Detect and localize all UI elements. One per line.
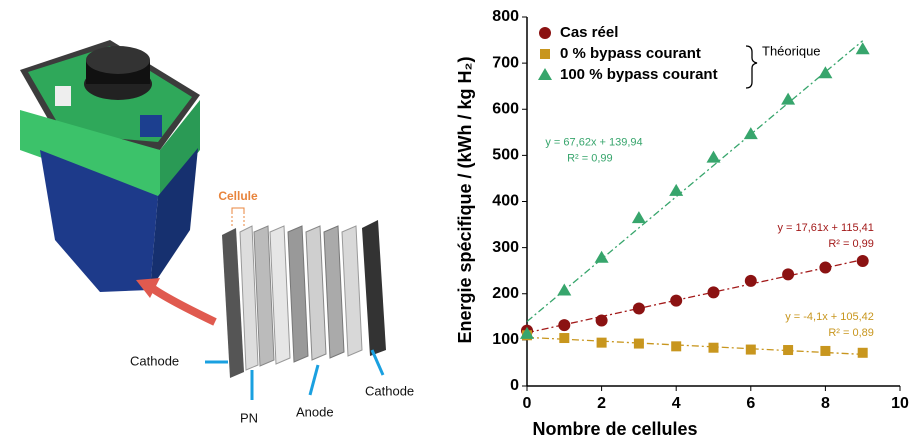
x-tick-label: 0 xyxy=(523,395,532,412)
fit-equation: y = 67,62x + 139,94 xyxy=(545,137,642,149)
point xyxy=(559,333,570,344)
fit-r2: R² = 0,89 xyxy=(828,327,874,339)
y-tick-label: 800 xyxy=(492,8,519,25)
point xyxy=(743,127,758,140)
point xyxy=(520,326,534,339)
y-tick-label: 500 xyxy=(492,147,519,164)
y-tick-label: 0 xyxy=(510,377,519,394)
device-illustration xyxy=(20,40,217,326)
x-tick-label: 8 xyxy=(821,395,830,412)
x-tick-label: 2 xyxy=(597,395,606,412)
point xyxy=(708,342,719,353)
x-tick-label: 6 xyxy=(746,395,755,412)
legend-label: 0 % bypass courant xyxy=(560,45,701,62)
fit-equation: y = -4,1x + 105,42 xyxy=(785,311,874,323)
legend-marker xyxy=(538,68,552,80)
legend-marker xyxy=(540,49,550,59)
y-tick-label: 300 xyxy=(492,239,519,256)
y-tick-label: 200 xyxy=(492,285,519,302)
point xyxy=(632,302,645,315)
x-tick-label: 4 xyxy=(672,395,681,412)
point xyxy=(596,337,607,348)
point xyxy=(671,341,682,352)
legend-marker xyxy=(539,27,551,39)
x-tick-label: 10 xyxy=(891,395,909,412)
anode-label: Anode xyxy=(296,404,334,419)
trend-line xyxy=(526,259,863,334)
point xyxy=(855,42,870,55)
cathode-right-label: Cathode xyxy=(365,383,414,398)
fit-r2: R² = 0,99 xyxy=(828,238,874,250)
legend-note: Théorique xyxy=(762,43,821,58)
point xyxy=(595,314,608,327)
cell-label: Cellule xyxy=(218,189,258,203)
point xyxy=(783,345,794,356)
fit-equation: y = 17,61x + 115,41 xyxy=(777,222,873,234)
point xyxy=(633,338,644,349)
fit-r2: R² = 0,99 xyxy=(567,153,613,165)
trend-line xyxy=(526,40,864,322)
point xyxy=(818,66,833,79)
legend-label: Cas réel xyxy=(560,24,618,41)
point xyxy=(670,294,683,307)
cathode-left-label: Cathode xyxy=(130,353,179,368)
point xyxy=(745,344,756,355)
point xyxy=(820,345,831,356)
point xyxy=(557,283,572,296)
trend-line xyxy=(526,336,863,356)
point xyxy=(558,319,571,332)
point xyxy=(857,347,868,358)
x-axis-label: Nombre de cellules xyxy=(532,419,697,439)
point xyxy=(631,211,646,224)
legend-brace xyxy=(745,45,758,89)
y-tick-label: 400 xyxy=(492,193,519,210)
point xyxy=(782,268,795,281)
point xyxy=(594,250,609,263)
point xyxy=(819,261,832,274)
point xyxy=(707,286,720,299)
legend-label: 100 % bypass courant xyxy=(560,66,718,83)
point xyxy=(744,274,757,287)
chart: Nombre de cellules Energie spécifique / … xyxy=(455,8,909,439)
point xyxy=(856,255,869,268)
cell-stack: Cellule Cathode PN Anode Cathode xyxy=(130,189,414,425)
pn-label: PN xyxy=(240,410,258,425)
point xyxy=(781,92,796,105)
y-tick-label: 600 xyxy=(492,100,519,117)
y-axis-label: Energie spécifique / (kWh / kg H₂) xyxy=(455,56,475,343)
point xyxy=(706,150,721,163)
point xyxy=(669,183,684,196)
y-tick-label: 700 xyxy=(492,54,519,71)
y-tick-label: 100 xyxy=(492,331,519,348)
